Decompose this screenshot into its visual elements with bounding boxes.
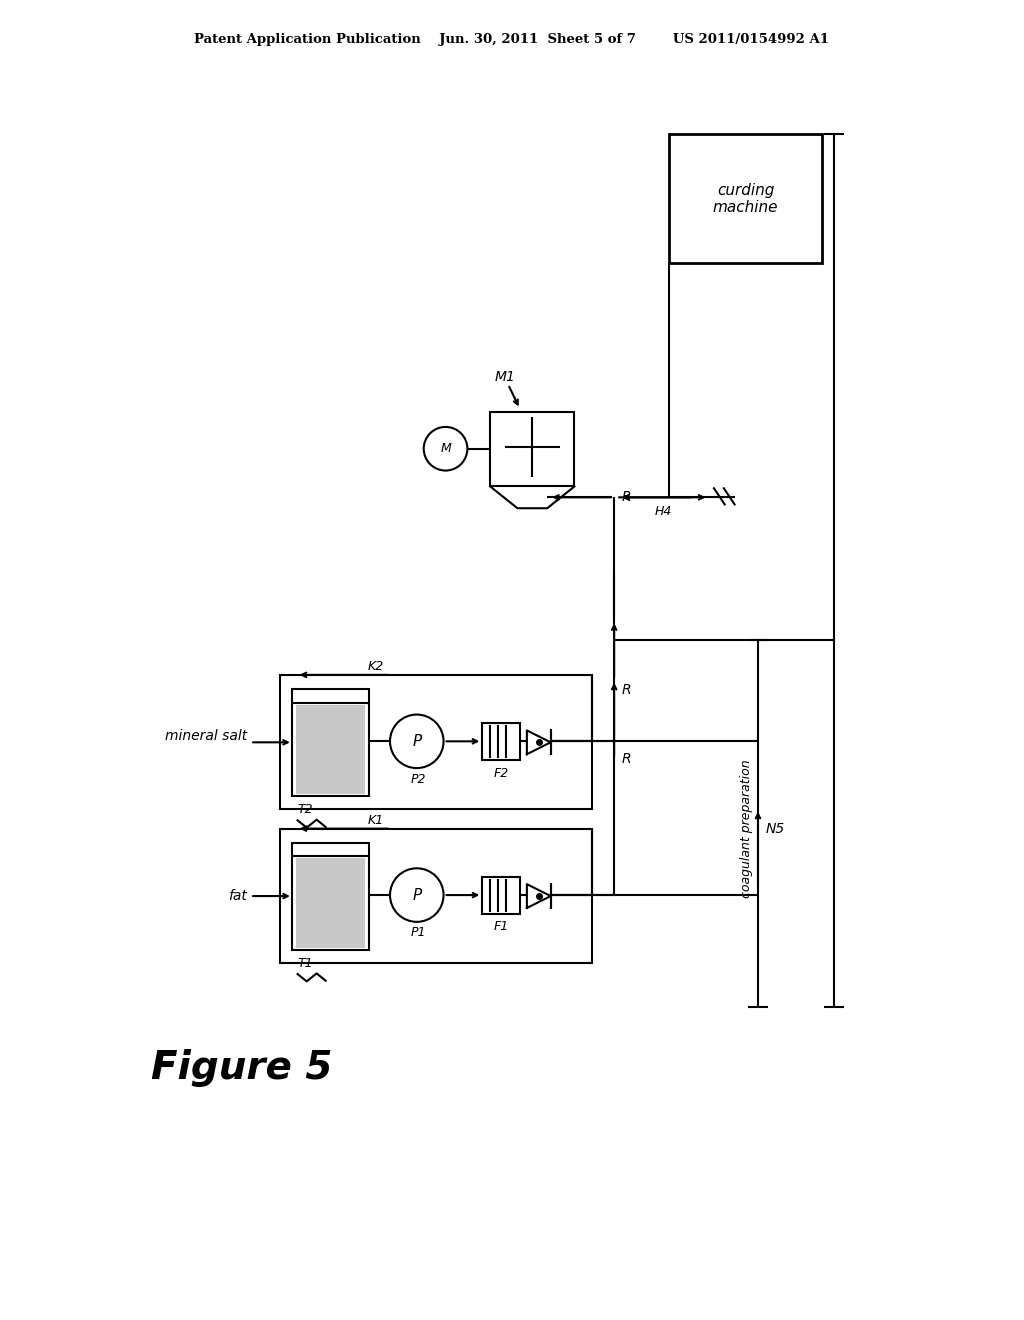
Text: T2: T2 xyxy=(298,804,313,816)
Bar xyxy=(280,829,592,962)
Text: P: P xyxy=(412,734,422,748)
Text: M1: M1 xyxy=(495,371,515,384)
Text: N5: N5 xyxy=(766,821,785,836)
Text: R: R xyxy=(623,490,632,504)
Bar xyxy=(292,842,370,949)
Text: P2: P2 xyxy=(411,772,427,785)
Text: R: R xyxy=(623,682,632,697)
Text: K2: K2 xyxy=(368,660,384,673)
Circle shape xyxy=(424,426,467,470)
Circle shape xyxy=(390,869,443,921)
Bar xyxy=(482,723,520,760)
Text: R: R xyxy=(623,752,632,766)
Text: H4: H4 xyxy=(655,504,673,517)
Text: coagulant preparation: coagulant preparation xyxy=(739,759,753,898)
Text: mineral salt: mineral salt xyxy=(165,730,247,743)
Text: M: M xyxy=(440,442,451,455)
Circle shape xyxy=(390,714,443,768)
Bar xyxy=(292,689,370,796)
Text: F1: F1 xyxy=(494,920,509,933)
Bar xyxy=(280,675,592,809)
Text: curding
machine: curding machine xyxy=(713,182,778,215)
Text: Figure 5: Figure 5 xyxy=(151,1049,333,1086)
Text: P1: P1 xyxy=(411,927,427,940)
Text: T1: T1 xyxy=(298,957,313,970)
Bar xyxy=(482,878,520,913)
Bar xyxy=(296,705,366,793)
Text: F2: F2 xyxy=(494,767,509,780)
Text: K1: K1 xyxy=(368,814,384,828)
Bar xyxy=(490,412,574,487)
Text: P: P xyxy=(412,887,422,903)
Bar xyxy=(669,135,822,263)
Text: fat: fat xyxy=(228,890,247,903)
Bar xyxy=(296,858,366,948)
Text: Patent Application Publication    Jun. 30, 2011  Sheet 5 of 7        US 2011/015: Patent Application Publication Jun. 30, … xyxy=(195,33,829,46)
